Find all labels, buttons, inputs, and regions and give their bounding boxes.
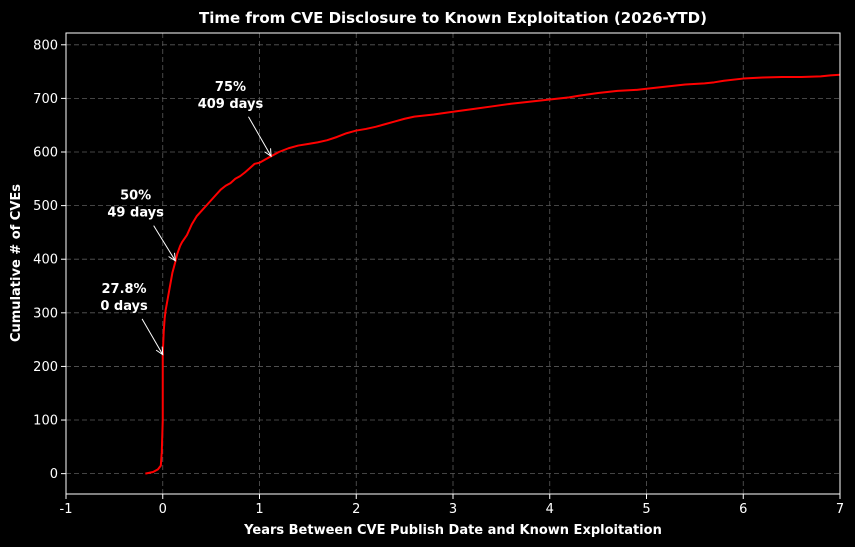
y-tick-label: 300 [33, 306, 58, 321]
annotation-percent: 75% [215, 80, 246, 95]
x-tick-label: 5 [642, 502, 650, 517]
chart-title: Time from CVE Disclosure to Known Exploi… [199, 9, 707, 27]
y-tick-label: 100 [33, 414, 58, 429]
y-tick-label: 400 [33, 253, 58, 268]
y-tick-label: 200 [33, 360, 58, 375]
annotation-days: 409 days [198, 97, 264, 112]
annotation-arrowhead [264, 148, 272, 158]
x-tick-label: 0 [159, 502, 167, 517]
y-tick-label: 0 [50, 467, 58, 482]
y-axis-ticks: 0 100 200 300 400 500 600 700 800 [33, 38, 66, 482]
x-tick-label: -1 [60, 502, 73, 517]
y-axis-label: Cumulative # of CVEs [9, 184, 24, 342]
annotation-arrowhead [155, 346, 164, 356]
annotation-arrow [248, 116, 272, 157]
series-layer [145, 73, 841, 475]
x-tick-label: 7 [836, 502, 844, 517]
x-tick-label: 1 [255, 502, 263, 517]
annotation-percent: 50% [120, 189, 151, 204]
annotation-percent: 27.8% [101, 282, 146, 297]
annotation-days: 49 days [107, 206, 164, 221]
y-tick-label: 600 [33, 146, 58, 161]
series-line [145, 73, 841, 475]
y-tick-label: 700 [33, 92, 58, 107]
x-axis-label: Years Between CVE Publish Date and Known… [243, 523, 662, 538]
x-tick-label: 4 [546, 502, 554, 517]
annotation-days: 0 days [100, 299, 148, 314]
y-tick-label: 800 [33, 38, 58, 53]
annotations: 27.8% 0 days 50% 49 days 75% 409 days [100, 80, 272, 356]
x-axis-ticks: -1 0 1 2 3 4 5 6 7 [60, 494, 844, 517]
x-tick-label: 3 [449, 502, 457, 517]
x-tick-label: 2 [352, 502, 360, 517]
x-tick-label: 6 [739, 502, 747, 517]
annotation-arrow [141, 318, 164, 355]
y-tick-label: 500 [33, 199, 58, 214]
annotation-arrowhead [168, 252, 176, 262]
annotation-arrow [153, 225, 176, 262]
